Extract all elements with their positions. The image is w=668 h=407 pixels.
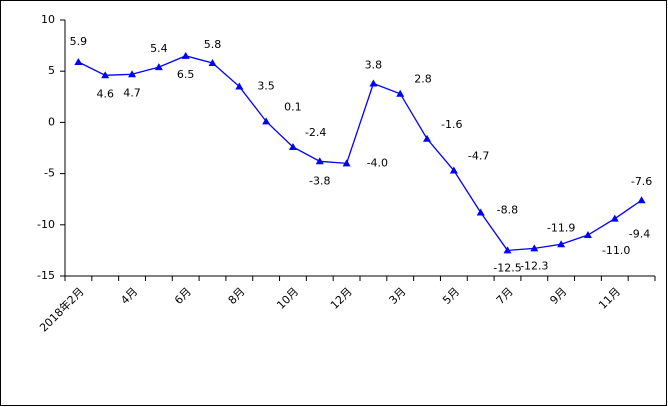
marker — [369, 79, 378, 87]
data-label: 2.8 — [414, 73, 432, 86]
data-label: -12.5 — [493, 261, 521, 274]
data-label: 3.5 — [257, 80, 275, 93]
data-label: -1.6 — [441, 118, 462, 131]
data-label: -8.8 — [497, 204, 518, 217]
marker — [262, 117, 271, 125]
data-label: -11.0 — [602, 244, 630, 257]
data-label: 3.8 — [365, 58, 383, 71]
marker — [74, 57, 83, 65]
data-label: -3.8 — [309, 174, 330, 187]
data-label: -7.6 — [631, 175, 652, 188]
marker — [476, 208, 485, 216]
data-label: 6.5 — [177, 68, 195, 81]
data-label: -9.4 — [629, 228, 650, 241]
marker — [288, 142, 297, 150]
marker — [181, 51, 190, 59]
marker — [208, 59, 217, 67]
data-label: 0.1 — [284, 100, 302, 113]
y-tick-label: -5 — [44, 167, 55, 180]
marker — [530, 244, 539, 252]
data-label: -4.0 — [367, 156, 388, 169]
data-label: 5.9 — [70, 35, 88, 48]
y-tick-label: -10 — [37, 218, 55, 231]
data-label: 5.8 — [204, 38, 222, 51]
data-label: -11.9 — [547, 221, 575, 234]
marker — [101, 71, 110, 79]
marker — [315, 157, 324, 165]
y-tick-label: 5 — [48, 64, 55, 77]
y-tick-label: 10 — [41, 13, 55, 26]
marker — [449, 166, 458, 174]
marker — [503, 246, 512, 254]
line — [78, 55, 642, 252]
data-label: -2.4 — [305, 126, 326, 139]
marker — [342, 159, 351, 167]
y-tick-label: 0 — [48, 115, 55, 128]
data-label: -12.3 — [520, 259, 548, 272]
marker — [610, 214, 619, 222]
y-tick-label: -15 — [37, 269, 55, 282]
marker — [557, 240, 566, 248]
marker — [423, 134, 432, 142]
marker — [396, 89, 405, 97]
marker — [235, 82, 244, 90]
data-label: 4.6 — [96, 87, 114, 100]
data-label: 4.7 — [123, 86, 141, 99]
data-label: 5.4 — [150, 42, 168, 55]
marker — [583, 231, 592, 239]
marker — [128, 70, 137, 78]
marker — [154, 63, 163, 71]
marker — [637, 196, 646, 204]
data-label: -4.7 — [468, 150, 489, 163]
